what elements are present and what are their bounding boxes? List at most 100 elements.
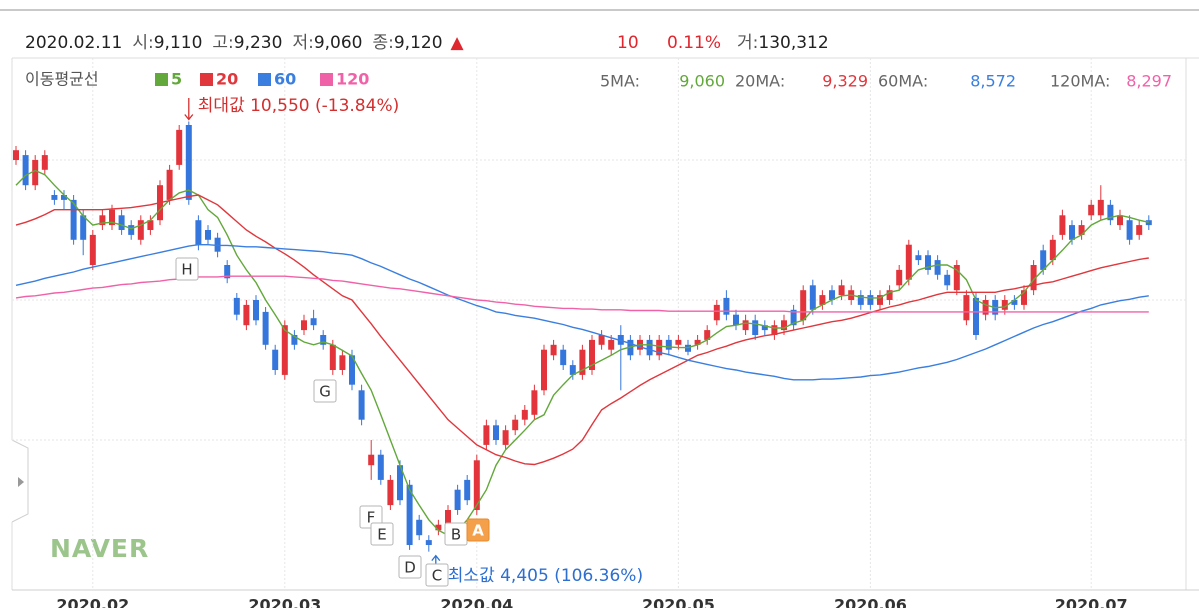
candle-body xyxy=(838,285,845,296)
candle-body xyxy=(502,430,509,445)
candle-body xyxy=(1097,199,1104,216)
candle-body xyxy=(531,390,538,415)
candle-body xyxy=(646,339,653,356)
ma-line xyxy=(15,194,1149,466)
candle-body xyxy=(1059,215,1066,235)
field-value: 9,120 xyxy=(394,33,443,53)
marker-box xyxy=(398,555,422,579)
field-value: 9,110 xyxy=(154,33,203,53)
legend-label: 5 xyxy=(171,70,182,89)
candle-body xyxy=(262,311,269,345)
candle-body xyxy=(51,195,58,200)
header-row: 2020.02.11 시:9,110 고:9,230 저:9,060 종:9,120 ▲ 1… xyxy=(25,33,829,53)
candle-body xyxy=(1049,239,1056,261)
candle-body xyxy=(569,365,576,375)
marker-box xyxy=(466,518,490,542)
candle-body xyxy=(349,355,355,385)
candle-body xyxy=(733,314,739,326)
candle-body xyxy=(224,265,231,279)
candle-body xyxy=(829,290,835,300)
candle-body xyxy=(1145,220,1152,226)
candle-body xyxy=(464,479,471,501)
candle-body xyxy=(89,234,96,265)
marker-label: A xyxy=(472,522,484,540)
legend-swatch xyxy=(320,73,333,86)
field-value: 9,230 xyxy=(234,33,283,53)
x-tick-label: 2020.03 xyxy=(248,596,321,608)
marker-label: B xyxy=(451,526,461,544)
legend-swatch xyxy=(155,73,168,86)
candle-body xyxy=(310,318,317,326)
candle-body xyxy=(358,390,365,420)
ma-value: 9,329 xyxy=(822,72,868,91)
side-tab-arrow[interactable] xyxy=(18,477,24,487)
candle-body xyxy=(445,510,451,531)
ma-label: 120MA: xyxy=(1050,72,1110,91)
candle-body xyxy=(70,199,77,240)
candle-body xyxy=(109,209,115,226)
candle-body xyxy=(704,330,711,340)
candle-body xyxy=(1011,300,1018,305)
change-pct: 0.11% xyxy=(667,33,721,53)
candle-body xyxy=(253,300,259,321)
x-tick-label: 2020.06 xyxy=(834,596,907,608)
ma-label: 20MA: xyxy=(735,72,785,91)
candle-body xyxy=(1088,204,1095,216)
marker-box xyxy=(313,379,337,403)
candle-body xyxy=(1078,225,1085,235)
candle-body xyxy=(925,255,931,270)
candle-body xyxy=(896,269,903,286)
candle-body xyxy=(1001,300,1008,310)
candle-body xyxy=(819,295,826,305)
candle-body xyxy=(185,125,192,200)
marker-box xyxy=(175,257,199,281)
brand-logo: NAVER xyxy=(50,534,149,563)
candle-body xyxy=(608,339,615,350)
candle-body xyxy=(406,484,413,545)
candle-body xyxy=(281,325,288,375)
field-label: 종: xyxy=(372,33,393,53)
marker-box xyxy=(370,522,394,546)
candle-body xyxy=(1069,225,1075,240)
candle-body xyxy=(934,260,941,275)
legend-swatch xyxy=(200,73,213,86)
ma-value: 8,572 xyxy=(970,72,1016,91)
ma-label: 60MA: xyxy=(878,72,928,91)
candle-body xyxy=(589,339,595,370)
field-label: 고: xyxy=(212,33,233,53)
candle-body xyxy=(1030,265,1037,291)
candle-body xyxy=(41,155,48,170)
ma-value: 9,060 xyxy=(679,72,725,91)
candle-body xyxy=(377,454,384,480)
candle-body xyxy=(272,349,279,370)
candle-body xyxy=(771,325,778,335)
candle-body xyxy=(512,419,519,431)
ma-value: 8,297 xyxy=(1126,72,1172,91)
candle-body xyxy=(454,489,461,510)
candle-body xyxy=(61,195,67,200)
candle-body xyxy=(195,220,202,245)
candle-body xyxy=(541,349,547,391)
candle-body xyxy=(1021,290,1027,305)
max-arrow-head xyxy=(184,114,194,121)
volume: 130,312 xyxy=(758,33,828,53)
marker-label: H xyxy=(181,261,192,279)
ma-line xyxy=(15,169,1149,536)
x-tick-label: 2020.02 xyxy=(56,596,129,608)
candle-body xyxy=(301,320,307,331)
legend-label: 60 xyxy=(274,70,296,89)
marker-label: C xyxy=(432,567,442,585)
date: 2020.02.11 xyxy=(25,33,122,53)
candle-body xyxy=(742,320,749,331)
candle-body xyxy=(713,304,720,321)
candle-body xyxy=(128,225,135,235)
candle-body xyxy=(137,220,144,240)
candle-body xyxy=(665,339,672,350)
candle-body xyxy=(656,339,663,356)
candle-body xyxy=(435,524,442,531)
candle-body xyxy=(416,519,423,536)
candle-body xyxy=(694,339,701,345)
x-tick-label: 2020.05 xyxy=(642,596,715,608)
candle-body xyxy=(598,335,605,345)
